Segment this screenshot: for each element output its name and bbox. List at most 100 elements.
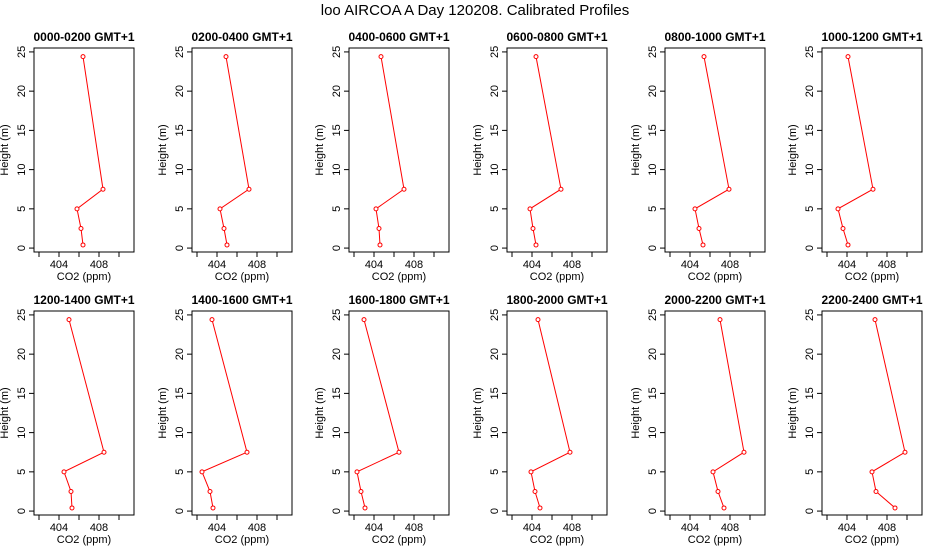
y-tick-label: 20: [174, 348, 186, 360]
data-point: [61, 469, 67, 475]
x-tick-label: 408: [90, 522, 108, 534]
x-axis-label: CO2 (ppm): [215, 271, 269, 283]
data-point: [840, 225, 846, 231]
x-tick-label: 408: [563, 259, 581, 271]
y-axis-label: Height (m): [314, 387, 326, 438]
panel-title: 1600-1800 GMT+1: [348, 293, 449, 307]
profile-line: [529, 56, 562, 245]
data-point: [80, 54, 86, 60]
y-tick-label: 0: [174, 245, 186, 251]
y-tick-label: 10: [647, 426, 659, 438]
panel-title: 1000-1200 GMT+1: [821, 30, 922, 44]
profile-line: [63, 319, 105, 508]
y-tick-label: 5: [174, 206, 186, 212]
data-point: [80, 242, 86, 248]
data-point: [223, 54, 229, 60]
x-axis-label: CO2 (ppm): [688, 271, 742, 283]
data-point: [74, 206, 80, 212]
x-tick-label: 404: [681, 259, 699, 271]
y-tick-label: 15: [331, 124, 343, 136]
data-point: [558, 186, 564, 192]
y-tick-label: 10: [174, 163, 186, 175]
y-tick-label: 10: [174, 426, 186, 438]
y-tick-label: 0: [174, 508, 186, 514]
x-tick-label: 408: [248, 522, 266, 534]
data-point: [358, 488, 364, 494]
y-tick-label: 5: [804, 469, 816, 475]
x-tick-label: 404: [208, 259, 226, 271]
x-axis-label: CO2 (ppm): [57, 534, 111, 546]
plot-frame: [506, 47, 608, 253]
panel-title: 0800-1000 GMT+1: [664, 30, 765, 44]
y-tick-label: 5: [16, 206, 28, 212]
y-tick-label: 5: [16, 469, 28, 475]
y-tick-label: 10: [331, 163, 343, 175]
data-point: [533, 54, 539, 60]
y-axis-label: Height (m): [0, 387, 11, 438]
plot-frame: [348, 47, 450, 253]
panel-title: 2200-2400 GMT+1: [821, 293, 922, 307]
x-tick-label: 408: [405, 522, 423, 534]
y-tick-label: 25: [647, 309, 659, 321]
x-tick-label: 404: [208, 522, 226, 534]
y-axis-label: Height (m): [630, 387, 642, 438]
data-point: [528, 469, 534, 475]
profile-line: [375, 56, 405, 245]
y-tick-label: 20: [489, 348, 501, 360]
data-point: [354, 469, 360, 475]
x-tick-label: 404: [50, 259, 68, 271]
data-point: [221, 225, 227, 231]
x-axis-label: CO2 (ppm): [215, 534, 269, 546]
data-point: [401, 186, 407, 192]
data-point: [244, 449, 250, 455]
y-tick-label: 0: [804, 245, 816, 251]
data-point: [217, 206, 223, 212]
x-tick-label: 404: [523, 259, 541, 271]
y-tick-label: 15: [489, 387, 501, 399]
data-point: [692, 206, 698, 212]
plot-frame: [33, 47, 135, 253]
profile-line: [712, 319, 745, 509]
data-point: [224, 242, 230, 248]
y-axis-label: Height (m): [630, 124, 642, 175]
x-axis-label: CO2 (ppm): [845, 534, 899, 546]
y-tick-label: 25: [804, 46, 816, 58]
plot-frame: [191, 47, 293, 253]
x-tick-label: 408: [405, 259, 423, 271]
data-point: [199, 469, 205, 475]
x-axis-label: CO2 (ppm): [372, 534, 426, 546]
y-tick-label: 5: [647, 206, 659, 212]
y-tick-label: 10: [647, 163, 659, 175]
data-point: [361, 317, 367, 323]
y-tick-label: 5: [174, 469, 186, 475]
data-point: [378, 54, 384, 60]
x-tick-label: 408: [721, 522, 739, 534]
y-tick-label: 0: [647, 508, 659, 514]
x-tick-label: 408: [248, 259, 266, 271]
y-axis-label: Height (m): [157, 124, 169, 175]
data-point: [845, 54, 851, 60]
data-point: [726, 186, 732, 192]
data-point: [527, 206, 533, 212]
y-tick-label: 0: [804, 508, 816, 514]
panel-title: 2000-2200 GMT+1: [664, 293, 765, 307]
profile-line: [837, 56, 874, 246]
plot-frame: [348, 310, 450, 516]
plot-frame: [191, 310, 293, 516]
data-point: [872, 317, 878, 323]
y-tick-label: 20: [16, 85, 28, 97]
data-point: [873, 488, 879, 494]
y-tick-label: 5: [489, 469, 501, 475]
data-point: [715, 488, 721, 494]
y-tick-label: 5: [331, 469, 343, 475]
plot-frame: [664, 310, 766, 516]
data-point: [696, 225, 702, 231]
y-tick-label: 20: [174, 85, 186, 97]
data-point: [870, 186, 876, 192]
x-tick-label: 408: [878, 259, 896, 271]
x-tick-label: 404: [523, 522, 541, 534]
